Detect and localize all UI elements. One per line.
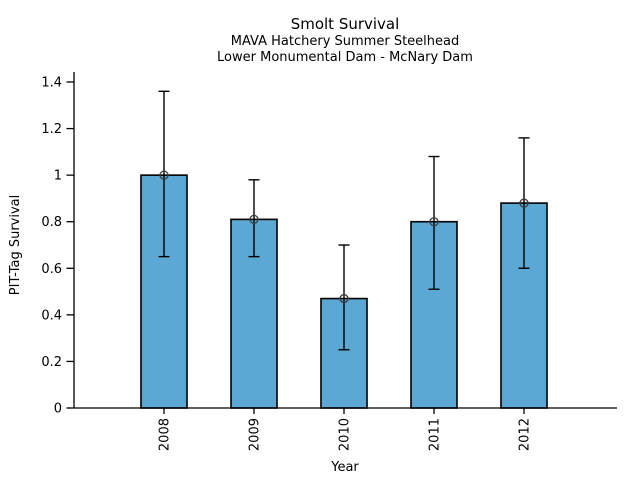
y-tick-label-0.2: 0.2 bbox=[41, 355, 62, 370]
x-tick-label-2012: 2012 bbox=[518, 418, 533, 451]
point-marker-2011 bbox=[429, 217, 439, 227]
chart-title: Smolt Survival bbox=[291, 15, 400, 33]
chart-subtitle-line1: MAVA Hatchery Summer Steelhead bbox=[231, 34, 459, 49]
point-marker-2012 bbox=[519, 198, 529, 208]
point-marker-2010 bbox=[339, 293, 349, 304]
x-tick-label-2009: 2009 bbox=[248, 418, 263, 451]
y-tick-label-0: 0 bbox=[54, 402, 62, 417]
y-tick-label-1.2: 1.2 bbox=[41, 122, 62, 137]
x-axis-label: Year bbox=[330, 460, 359, 475]
y-tick-label-0.4: 0.4 bbox=[41, 308, 62, 323]
y-tick-label-0.6: 0.6 bbox=[41, 262, 62, 277]
y-tick-label-1.4: 1.4 bbox=[41, 76, 62, 91]
x-tick-label-2008: 2008 bbox=[158, 418, 173, 451]
chart-subtitle-line2: Lower Monumental Dam - McNary Dam bbox=[217, 50, 473, 65]
y-axis-label: PIT-Tag Survival bbox=[8, 195, 23, 295]
y-tick-label-1: 1 bbox=[54, 169, 62, 184]
point-marker-2008 bbox=[159, 170, 169, 180]
x-tick-label-2010: 2010 bbox=[338, 418, 353, 451]
y-tick-label-0.8: 0.8 bbox=[41, 215, 62, 230]
x-tick-label-2011: 2011 bbox=[428, 418, 443, 451]
point-marker-2009 bbox=[249, 214, 259, 225]
